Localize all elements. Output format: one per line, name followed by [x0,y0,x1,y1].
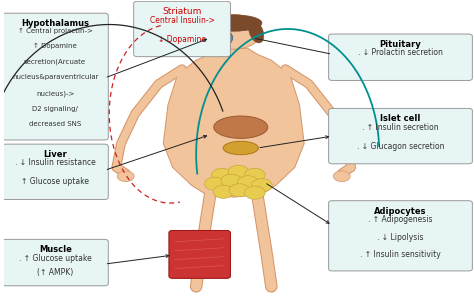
Text: nucleus&paraventricular: nucleus&paraventricular [12,74,99,80]
Text: . ↓ Lipolysis: . ↓ Lipolysis [377,233,424,242]
FancyBboxPatch shape [328,201,473,271]
Text: Adipocytes: Adipocytes [374,207,427,216]
Text: Striatum: Striatum [163,7,202,16]
Text: Islet cell: Islet cell [380,115,421,123]
Text: (↑ AMPK): (↑ AMPK) [37,268,73,277]
Text: decreased SNS: decreased SNS [29,121,82,127]
Text: D2 signaling/: D2 signaling/ [32,106,78,112]
Circle shape [228,165,249,179]
Ellipse shape [249,21,264,43]
Text: . ↓ Glucagon secretion: . ↓ Glucagon secretion [357,142,444,151]
Text: ↑ Dopamine: ↑ Dopamine [33,43,77,49]
Text: Liver: Liver [43,150,67,159]
Text: ↑ Central prolactin->: ↑ Central prolactin-> [18,28,92,33]
Circle shape [221,174,242,187]
Ellipse shape [204,21,219,43]
Text: . ↓ Insulin resistance: . ↓ Insulin resistance [15,158,96,167]
Circle shape [205,177,225,190]
Circle shape [237,176,258,189]
FancyBboxPatch shape [2,239,108,286]
Circle shape [229,184,250,197]
Text: . ↑ Adipogenesis: . ↑ Adipogenesis [368,215,433,224]
Text: . ↓ Prolactin secretion: . ↓ Prolactin secretion [358,48,443,57]
Ellipse shape [213,30,233,46]
Text: nucleus)->: nucleus)-> [36,90,74,97]
Circle shape [245,186,265,199]
Circle shape [207,15,261,49]
Text: Muscle: Muscle [39,245,72,254]
Text: ↓ Dopamine: ↓ Dopamine [158,35,206,44]
Ellipse shape [206,15,262,31]
Text: Hypothalamus: Hypothalamus [21,19,89,28]
FancyBboxPatch shape [328,34,473,80]
Text: Central Insulin->: Central Insulin-> [150,16,215,25]
Text: ↑ Glucose uptake: ↑ Glucose uptake [21,178,89,187]
FancyBboxPatch shape [169,231,230,278]
FancyBboxPatch shape [134,1,230,57]
Ellipse shape [214,116,268,138]
Text: . ↑ Glucose uptake: . ↑ Glucose uptake [19,254,91,263]
Text: . ↑ Insulin sensitivity: . ↑ Insulin sensitivity [360,250,441,259]
Circle shape [252,179,272,192]
FancyBboxPatch shape [2,144,108,199]
Circle shape [333,171,350,181]
Circle shape [245,168,265,181]
Circle shape [212,168,232,181]
FancyBboxPatch shape [328,109,473,164]
FancyBboxPatch shape [2,13,108,140]
Text: . ↑ Insulin secretion: . ↑ Insulin secretion [362,123,439,132]
PathPatch shape [163,48,304,197]
Circle shape [117,171,134,181]
Text: Pituitary: Pituitary [380,40,421,49]
Ellipse shape [223,141,258,155]
Text: secretion(Arcuate: secretion(Arcuate [24,59,86,65]
Circle shape [213,185,234,198]
